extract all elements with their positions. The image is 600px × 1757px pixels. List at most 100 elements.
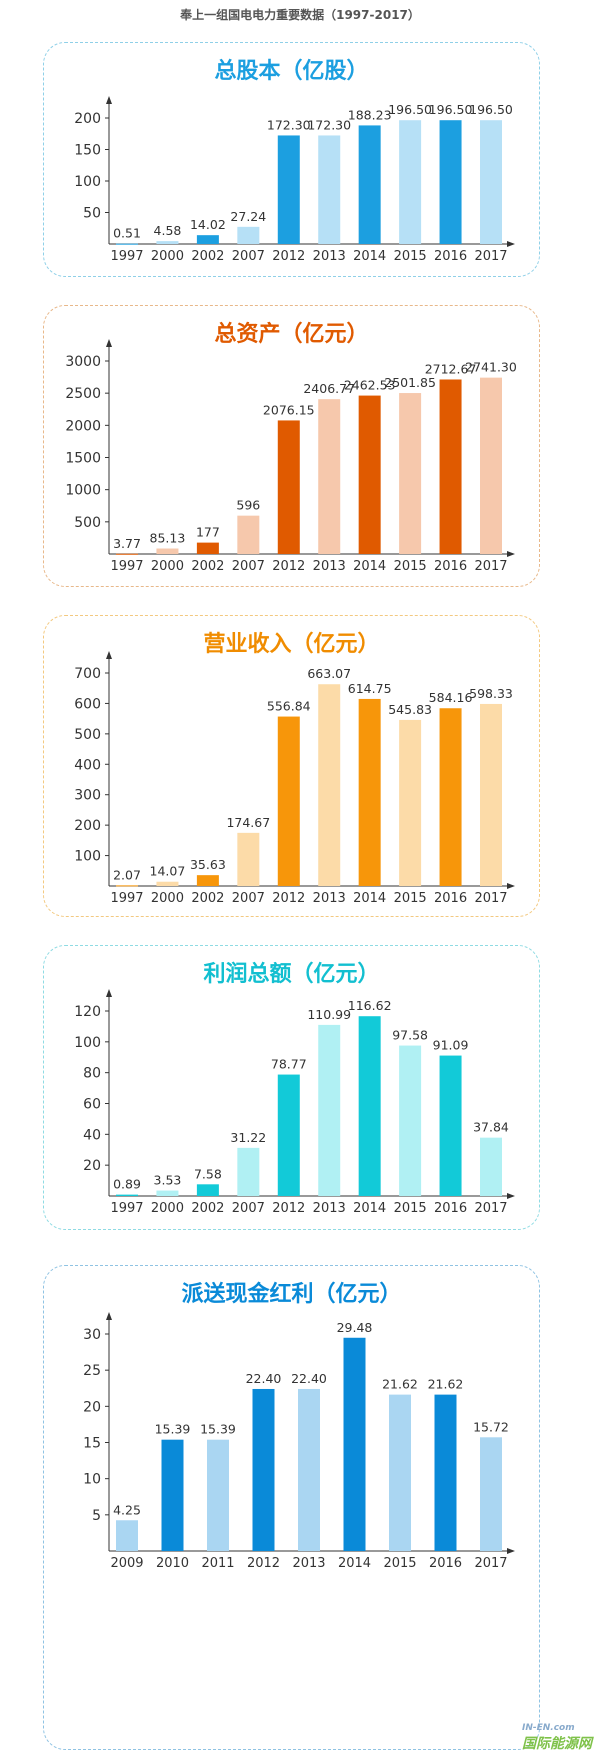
data-label: 2076.15 bbox=[263, 402, 315, 417]
x-tick-label: 2017 bbox=[474, 891, 507, 906]
data-label: 22.40 bbox=[246, 1371, 282, 1386]
bar bbox=[358, 125, 381, 244]
y-tick-label: 700 bbox=[74, 666, 101, 682]
data-label: 663.07 bbox=[307, 666, 351, 681]
y-axis-arrow-icon bbox=[106, 651, 112, 659]
x-tick-label: 2016 bbox=[434, 559, 467, 574]
data-label: 14.07 bbox=[150, 864, 186, 879]
x-tick-label: 2016 bbox=[434, 1201, 467, 1216]
x-tick-label: 2017 bbox=[474, 249, 507, 264]
data-label: 2741.30 bbox=[465, 360, 517, 375]
x-tick-label: 2009 bbox=[110, 1556, 143, 1571]
x-tick-label: 2000 bbox=[151, 559, 184, 574]
y-tick-label: 2000 bbox=[65, 418, 101, 434]
data-label: 116.62 bbox=[348, 998, 392, 1013]
x-tick-label: 2000 bbox=[151, 891, 184, 906]
x-tick-label: 2014 bbox=[353, 1201, 386, 1216]
bar bbox=[277, 420, 300, 554]
y-tick-label: 40 bbox=[83, 1127, 101, 1143]
y-tick-label: 15 bbox=[83, 1436, 101, 1452]
x-tick-label: 2015 bbox=[394, 249, 427, 264]
bar bbox=[277, 135, 300, 244]
bar bbox=[439, 1055, 462, 1196]
x-tick-label: 2012 bbox=[272, 249, 305, 264]
data-label: 614.75 bbox=[348, 681, 392, 696]
data-label: 172.30 bbox=[307, 117, 351, 132]
data-label: 2462.53 bbox=[344, 378, 396, 393]
x-tick-label: 2017 bbox=[474, 1201, 507, 1216]
chart-panel: 总股本（亿股） 50 100 150 200 0.51 1997 4.58 2000 14.02 2… bbox=[43, 42, 540, 277]
bar bbox=[161, 1439, 184, 1551]
x-tick-label: 2014 bbox=[353, 249, 386, 264]
bar bbox=[156, 241, 179, 244]
data-label: 2501.85 bbox=[384, 375, 436, 390]
data-label: 22.40 bbox=[291, 1371, 327, 1386]
chart-title: 营业收入（亿元） bbox=[203, 632, 380, 657]
bar bbox=[156, 881, 179, 886]
x-tick-label: 2007 bbox=[232, 891, 265, 906]
y-tick-label: 100 bbox=[74, 174, 101, 190]
chart-title: 总股本（亿股） bbox=[214, 59, 369, 84]
chart-svg: 100 200 300 400 500 600 700 2.07 1997 14.07 2000 35… bbox=[74, 651, 515, 906]
x-tick-label: 2011 bbox=[201, 1556, 234, 1571]
x-axis-arrow-icon bbox=[507, 551, 515, 557]
y-tick-label: 600 bbox=[74, 696, 101, 712]
y-tick-label: 300 bbox=[74, 788, 101, 804]
chart-svg: 20 40 60 80 100 120 0.89 1997 3.53 2000 7.58 2002 31… bbox=[74, 989, 515, 1216]
bar bbox=[480, 120, 502, 244]
y-axis-arrow-icon bbox=[106, 989, 112, 997]
x-tick-label: 2016 bbox=[429, 1556, 462, 1571]
y-tick-label: 20 bbox=[83, 1158, 101, 1174]
data-label: 29.48 bbox=[337, 1320, 373, 1335]
x-tick-label: 2016 bbox=[434, 249, 467, 264]
data-label: 188.23 bbox=[348, 107, 392, 122]
x-tick-label: 2007 bbox=[232, 559, 265, 574]
x-tick-label: 2000 bbox=[151, 1201, 184, 1216]
data-label: 596 bbox=[236, 498, 260, 513]
chart-title: 派送现金红利（亿元） bbox=[181, 1282, 402, 1307]
bar bbox=[480, 1137, 502, 1196]
data-label: 15.39 bbox=[155, 1422, 191, 1437]
y-tick-label: 80 bbox=[83, 1066, 101, 1082]
y-tick-label: 200 bbox=[74, 818, 101, 834]
data-label: 556.84 bbox=[267, 699, 311, 714]
x-tick-label: 2013 bbox=[313, 891, 346, 906]
chart-svg: 50 100 150 200 0.51 1997 4.58 2000 14.02 2002 27.2… bbox=[74, 96, 515, 264]
y-tick-label: 150 bbox=[74, 143, 101, 159]
x-tick-label: 2017 bbox=[474, 1556, 507, 1571]
bar bbox=[196, 875, 219, 886]
x-tick-label: 2014 bbox=[338, 1556, 371, 1571]
x-tick-label: 1997 bbox=[110, 1201, 143, 1216]
page-title: 奉上一组国电电力重要数据（1997-2017） bbox=[180, 8, 420, 22]
x-axis-arrow-icon bbox=[507, 1193, 515, 1199]
data-label: 174.67 bbox=[226, 815, 270, 830]
data-label: 545.83 bbox=[388, 702, 432, 717]
bar bbox=[196, 235, 219, 244]
data-label: 4.58 bbox=[154, 223, 182, 238]
x-axis-arrow-icon bbox=[507, 883, 515, 889]
y-tick-label: 10 bbox=[83, 1472, 101, 1488]
bar bbox=[399, 393, 422, 554]
y-axis-arrow-icon bbox=[106, 96, 112, 104]
bar bbox=[207, 1439, 229, 1551]
data-label: 3.77 bbox=[113, 536, 141, 551]
chart-svg: 500 1000 1500 2000 2500 3000 3.77 1997 85.13 2000… bbox=[65, 339, 517, 574]
x-tick-label: 2002 bbox=[191, 1201, 224, 1216]
bar bbox=[358, 1016, 381, 1196]
y-axis-arrow-icon bbox=[106, 1312, 112, 1320]
bar bbox=[196, 1184, 219, 1196]
data-label: 15.39 bbox=[200, 1422, 236, 1437]
x-tick-label: 2002 bbox=[191, 559, 224, 574]
y-tick-label: 100 bbox=[74, 849, 101, 865]
data-label: 2.07 bbox=[113, 867, 141, 882]
bar bbox=[434, 1394, 457, 1551]
data-label: 21.62 bbox=[382, 1377, 418, 1392]
data-label: 21.62 bbox=[428, 1377, 464, 1392]
x-tick-label: 1997 bbox=[110, 559, 143, 574]
data-label: 0.51 bbox=[113, 226, 141, 241]
x-tick-label: 2016 bbox=[434, 891, 467, 906]
y-tick-label: 100 bbox=[74, 1035, 101, 1051]
bar bbox=[237, 515, 260, 554]
bar bbox=[252, 1388, 275, 1551]
data-label: 85.13 bbox=[150, 531, 186, 546]
